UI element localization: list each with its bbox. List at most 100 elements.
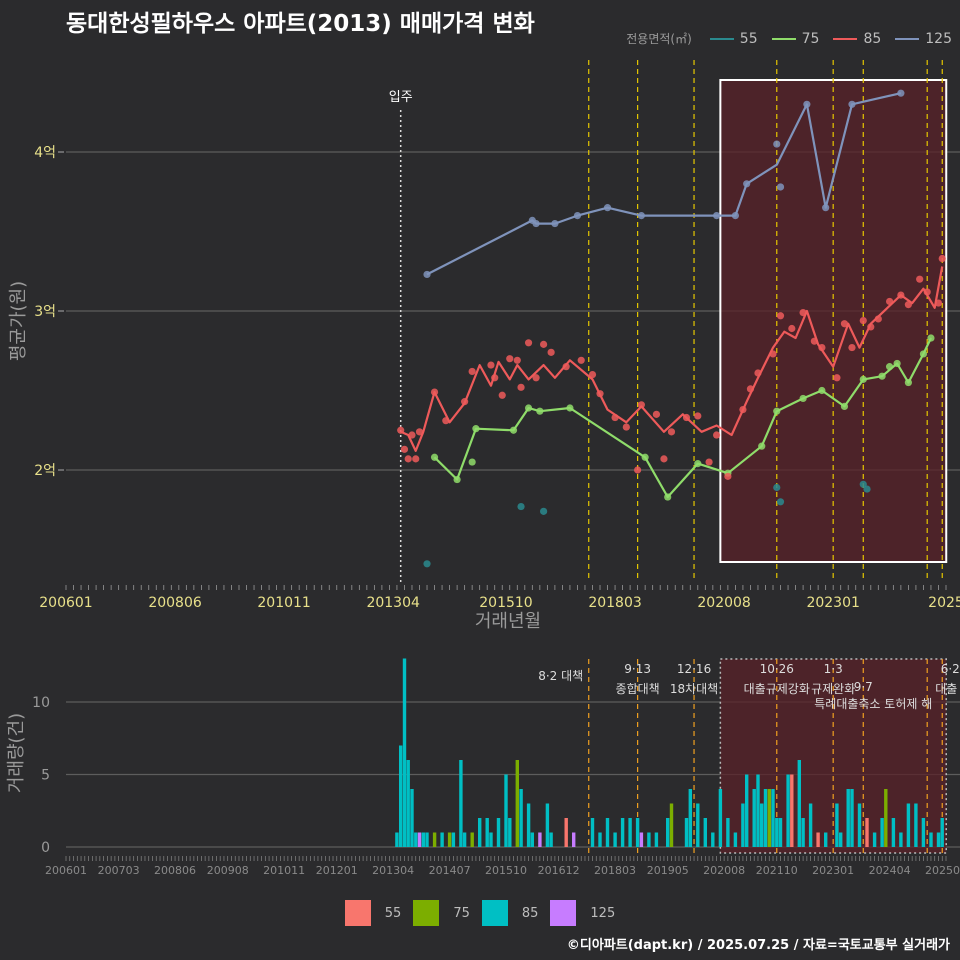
data-point-55 xyxy=(423,560,431,568)
data-point-85 xyxy=(562,363,570,371)
data-point-85 xyxy=(412,455,420,463)
volume-bar-125 xyxy=(538,832,542,847)
data-point-85 xyxy=(739,405,747,414)
data-point-85 xyxy=(397,426,405,434)
data-point-125 xyxy=(773,140,781,148)
data-point-125 xyxy=(551,219,559,228)
volume-y-tick-label: 0 xyxy=(41,840,50,856)
volume-bar-75 xyxy=(669,803,674,847)
policy-label: 8·2 대책 xyxy=(538,668,583,683)
data-point-75 xyxy=(641,453,649,461)
volume-x-tick-label: 201510 xyxy=(485,864,527,877)
volume-bar-85 xyxy=(440,832,444,847)
data-point-85 xyxy=(934,299,943,307)
data-point-85 xyxy=(652,410,661,418)
data-point-85 xyxy=(637,401,645,409)
data-point-75 xyxy=(859,375,867,383)
volume-bar-85 xyxy=(519,789,523,847)
data-point-85 xyxy=(923,288,931,296)
data-point-125 xyxy=(573,212,582,220)
data-point-75 xyxy=(927,334,935,342)
data-point-75 xyxy=(878,372,886,380)
legend-area-size: 전용면적(㎡) 55 75 85 125 xyxy=(626,30,952,47)
volume-bar-85 xyxy=(824,832,828,847)
volume-bar-85 xyxy=(857,803,862,847)
volume-bar-125 xyxy=(639,832,644,847)
data-point-85 xyxy=(694,412,702,420)
volume-bar-85 xyxy=(786,774,790,847)
data-point-85 xyxy=(746,385,755,393)
volume-bar-85 xyxy=(530,832,534,847)
policy-label: 9·7 xyxy=(854,680,873,694)
data-point-75 xyxy=(430,453,439,461)
data-point-85 xyxy=(513,356,521,364)
volume-bar-75 xyxy=(447,832,452,847)
data-point-55 xyxy=(517,502,525,511)
data-point-55 xyxy=(863,485,871,493)
data-point-85 xyxy=(769,350,777,358)
data-point-85 xyxy=(491,374,499,382)
data-point-75 xyxy=(536,407,544,415)
data-point-85 xyxy=(874,315,882,323)
data-point-85 xyxy=(524,339,533,347)
volume-bar-85 xyxy=(451,832,456,847)
volume-bar-125 xyxy=(417,832,422,847)
data-point-85 xyxy=(712,431,721,439)
volume-bar-85 xyxy=(760,803,764,847)
data-point-85 xyxy=(611,413,619,422)
policy-label: 9·13 xyxy=(624,662,651,676)
policy-label: 10·26 xyxy=(760,662,794,676)
legend-item-125: 125 xyxy=(895,31,952,47)
x-axis-title: 거래년월 xyxy=(475,611,541,632)
x-tick-label: 201510 xyxy=(479,595,532,611)
data-point-75 xyxy=(694,460,702,468)
data-point-125 xyxy=(897,89,905,97)
volume-bar-85 xyxy=(462,832,467,847)
data-point-85 xyxy=(867,323,875,331)
legend-swatch-55 xyxy=(709,37,734,40)
data-point-85 xyxy=(754,369,762,377)
data-point-75 xyxy=(758,442,766,450)
volume-bar-75 xyxy=(884,789,888,847)
volume-bar-85 xyxy=(688,789,692,847)
data-point-85 xyxy=(404,455,412,463)
volume-bar-85 xyxy=(496,818,501,847)
volume-bar-85 xyxy=(508,818,512,847)
data-point-85 xyxy=(667,428,676,436)
volume-x-tick-label: 202301 xyxy=(812,864,854,877)
volume-bar-85 xyxy=(921,818,926,847)
volume-bar-85 xyxy=(929,832,933,847)
data-point-85 xyxy=(532,374,540,382)
volume-bar-85 xyxy=(775,818,779,847)
volume-x-tick-label: 200806 xyxy=(154,864,196,877)
x-tick-label: 200806 xyxy=(148,595,202,611)
volume-bar-85 xyxy=(711,832,715,847)
volume-bar-85 xyxy=(459,760,463,847)
volume-bar-85 xyxy=(613,832,617,847)
volume-x-tick-label: 202507 xyxy=(925,864,960,877)
policy-label: 6·2 xyxy=(941,662,960,676)
volume-x-tick-label: 202404 xyxy=(869,864,911,877)
volume-bar-85 xyxy=(654,832,659,847)
volume-bar-85 xyxy=(703,818,707,847)
volume-bar-85 xyxy=(801,818,805,847)
volume-bar-85 xyxy=(549,832,553,847)
policy-label: 대출규제강화 xyxy=(744,682,810,696)
volume-bar-85 xyxy=(756,774,760,847)
data-point-125 xyxy=(731,212,740,220)
data-point-85 xyxy=(400,445,409,453)
volume-bar-85 xyxy=(726,818,730,847)
data-point-85 xyxy=(859,316,867,325)
footer-credit: ©디아파트(dapt.kr) / 2025.07.25 / 자료=국토교통부 실… xyxy=(566,938,950,953)
volume-bar-85 xyxy=(605,818,610,847)
data-point-55 xyxy=(776,498,785,506)
policy-label: 1·3 xyxy=(824,662,843,676)
volume-bar-85 xyxy=(635,818,640,847)
legend-bar-75: 75 xyxy=(413,900,470,926)
data-point-75 xyxy=(773,407,781,415)
volume-bar-85 xyxy=(628,818,632,847)
x-tick-label: 202008 xyxy=(697,595,750,611)
volume-bar-85 xyxy=(752,789,756,847)
data-point-85 xyxy=(810,337,818,345)
volume-bar-85 xyxy=(718,789,723,847)
